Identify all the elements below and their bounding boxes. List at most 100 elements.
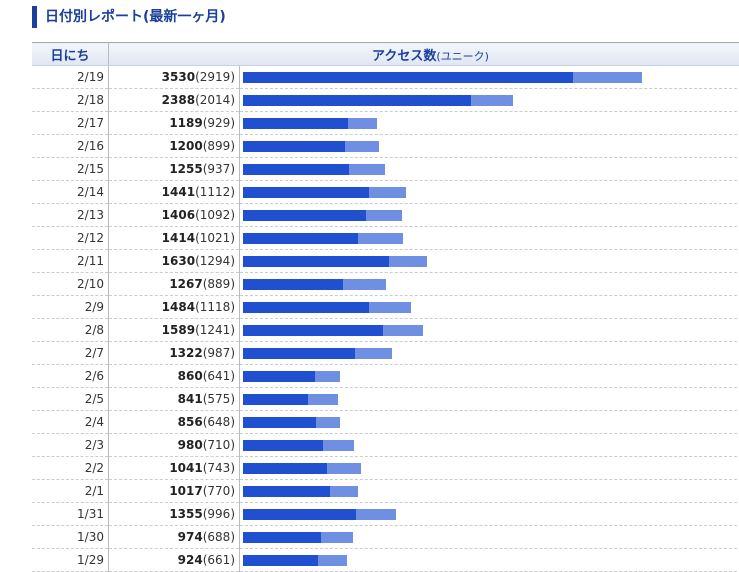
total-value: 1255: [169, 162, 202, 176]
unique-bar: [243, 463, 327, 474]
unique-bar: [243, 486, 330, 497]
count-cell: 1355(996): [109, 503, 240, 526]
unique-value: 641: [207, 369, 230, 383]
access-header: アクセス数(ユニーク): [109, 43, 739, 66]
bar-cell: [240, 480, 739, 503]
table-row: 2/6 860(641): [32, 365, 739, 388]
date-cell: 1/29: [32, 549, 109, 572]
bar-cell: [240, 319, 739, 342]
unique-bar: [243, 371, 315, 382]
total-value: 1200: [169, 139, 202, 153]
date-cell: 1/30: [32, 526, 109, 549]
date-cell: 2/7: [32, 342, 109, 365]
count-cell: 980(710): [109, 434, 240, 457]
unique-value: 661: [207, 553, 230, 567]
total-value: 1017: [169, 484, 202, 498]
count-cell: 1630(1294): [109, 250, 240, 273]
table-row: 2/12 1414(1021): [32, 227, 739, 250]
unique-value: 770: [207, 484, 230, 498]
unique-bar: [243, 233, 358, 244]
count-cell: 1589(1241): [109, 319, 240, 342]
bar-cell: [240, 204, 739, 227]
count-cell: 974(688): [109, 526, 240, 549]
date-cell: 2/15: [32, 158, 109, 181]
unique-bar: [243, 302, 369, 313]
date-cell: 2/13: [32, 204, 109, 227]
date-cell: 2/17: [32, 112, 109, 135]
bar-cell: [240, 89, 739, 112]
total-value: 1589: [162, 323, 195, 337]
total-value: 1484: [162, 300, 195, 314]
bar-cell: [240, 66, 739, 89]
unique-value: 1021: [200, 231, 231, 245]
count-cell: 1406(1092): [109, 204, 240, 227]
table-row: 2/7 1322(987): [32, 342, 739, 365]
bar-cell: [240, 457, 739, 480]
count-cell: 856(648): [109, 411, 240, 434]
date-header: 日にち: [32, 43, 109, 66]
bar-cell: [240, 135, 739, 158]
total-value: 1267: [169, 277, 202, 291]
table-row: 2/16 1200(899): [32, 135, 739, 158]
unique-bar: [243, 95, 471, 106]
total-value: 3530: [162, 70, 195, 84]
count-cell: 3530(2919): [109, 66, 240, 89]
date-cell: 2/14: [32, 181, 109, 204]
date-cell: 2/8: [32, 319, 109, 342]
date-cell: 2/9: [32, 296, 109, 319]
table-row: 2/11 1630(1294): [32, 250, 739, 273]
table-row: 2/9 1484(1118): [32, 296, 739, 319]
date-cell: 2/3: [32, 434, 109, 457]
unique-bar: [243, 555, 318, 566]
date-cell: 1/31: [32, 503, 109, 526]
unique-value: 688: [207, 530, 230, 544]
count-cell: 1017(770): [109, 480, 240, 503]
unique-bar: [243, 256, 389, 267]
bar-cell: [240, 227, 739, 250]
bar-cell: [240, 112, 739, 135]
table-row: 2/8 1589(1241): [32, 319, 739, 342]
bar-cell: [240, 365, 739, 388]
unique-bar: [243, 394, 308, 405]
unique-value: 889: [207, 277, 230, 291]
date-cell: 2/19: [32, 66, 109, 89]
unique-bar: [243, 532, 321, 543]
unique-value: 1092: [200, 208, 231, 222]
total-value: 1414: [162, 231, 195, 245]
page-title: 日付別レポート(最新一ヶ月): [32, 6, 226, 28]
bar-cell: [240, 250, 739, 273]
unique-value: 1112: [200, 185, 231, 199]
unique-bar: [243, 440, 323, 451]
table-row: 2/5 841(575): [32, 388, 739, 411]
count-cell: 1267(889): [109, 273, 240, 296]
unique-value: 899: [207, 139, 230, 153]
table-row: 2/2 1041(743): [32, 457, 739, 480]
table-row: 2/17 1189(929): [32, 112, 739, 135]
total-value: 2388: [162, 93, 195, 107]
date-cell: 2/6: [32, 365, 109, 388]
unique-value: 2919: [200, 70, 231, 84]
unique-bar: [243, 210, 366, 221]
total-value: 860: [178, 369, 203, 383]
bar-cell: [240, 549, 739, 572]
unique-bar: [243, 417, 316, 428]
unique-value: 743: [207, 461, 230, 475]
total-value: 856: [178, 415, 203, 429]
total-value: 980: [178, 438, 203, 452]
table-row: 2/15 1255(937): [32, 158, 739, 181]
date-cell: 2/18: [32, 89, 109, 112]
table-row: 2/13 1406(1092): [32, 204, 739, 227]
unique-value: 1118: [200, 300, 231, 314]
count-cell: 1255(937): [109, 158, 240, 181]
total-value: 1355: [169, 507, 202, 521]
count-cell: 860(641): [109, 365, 240, 388]
date-cell: 2/10: [32, 273, 109, 296]
bar-cell: [240, 158, 739, 181]
count-cell: 924(661): [109, 549, 240, 572]
unique-value: 2014: [200, 93, 231, 107]
report-table: 日にち アクセス数(ユニーク) 2/19 3530(2919) 2/18 238…: [32, 42, 739, 572]
total-value: 924: [178, 553, 203, 567]
count-cell: 2388(2014): [109, 89, 240, 112]
date-cell: 2/1: [32, 480, 109, 503]
table-row: 2/3 980(710): [32, 434, 739, 457]
